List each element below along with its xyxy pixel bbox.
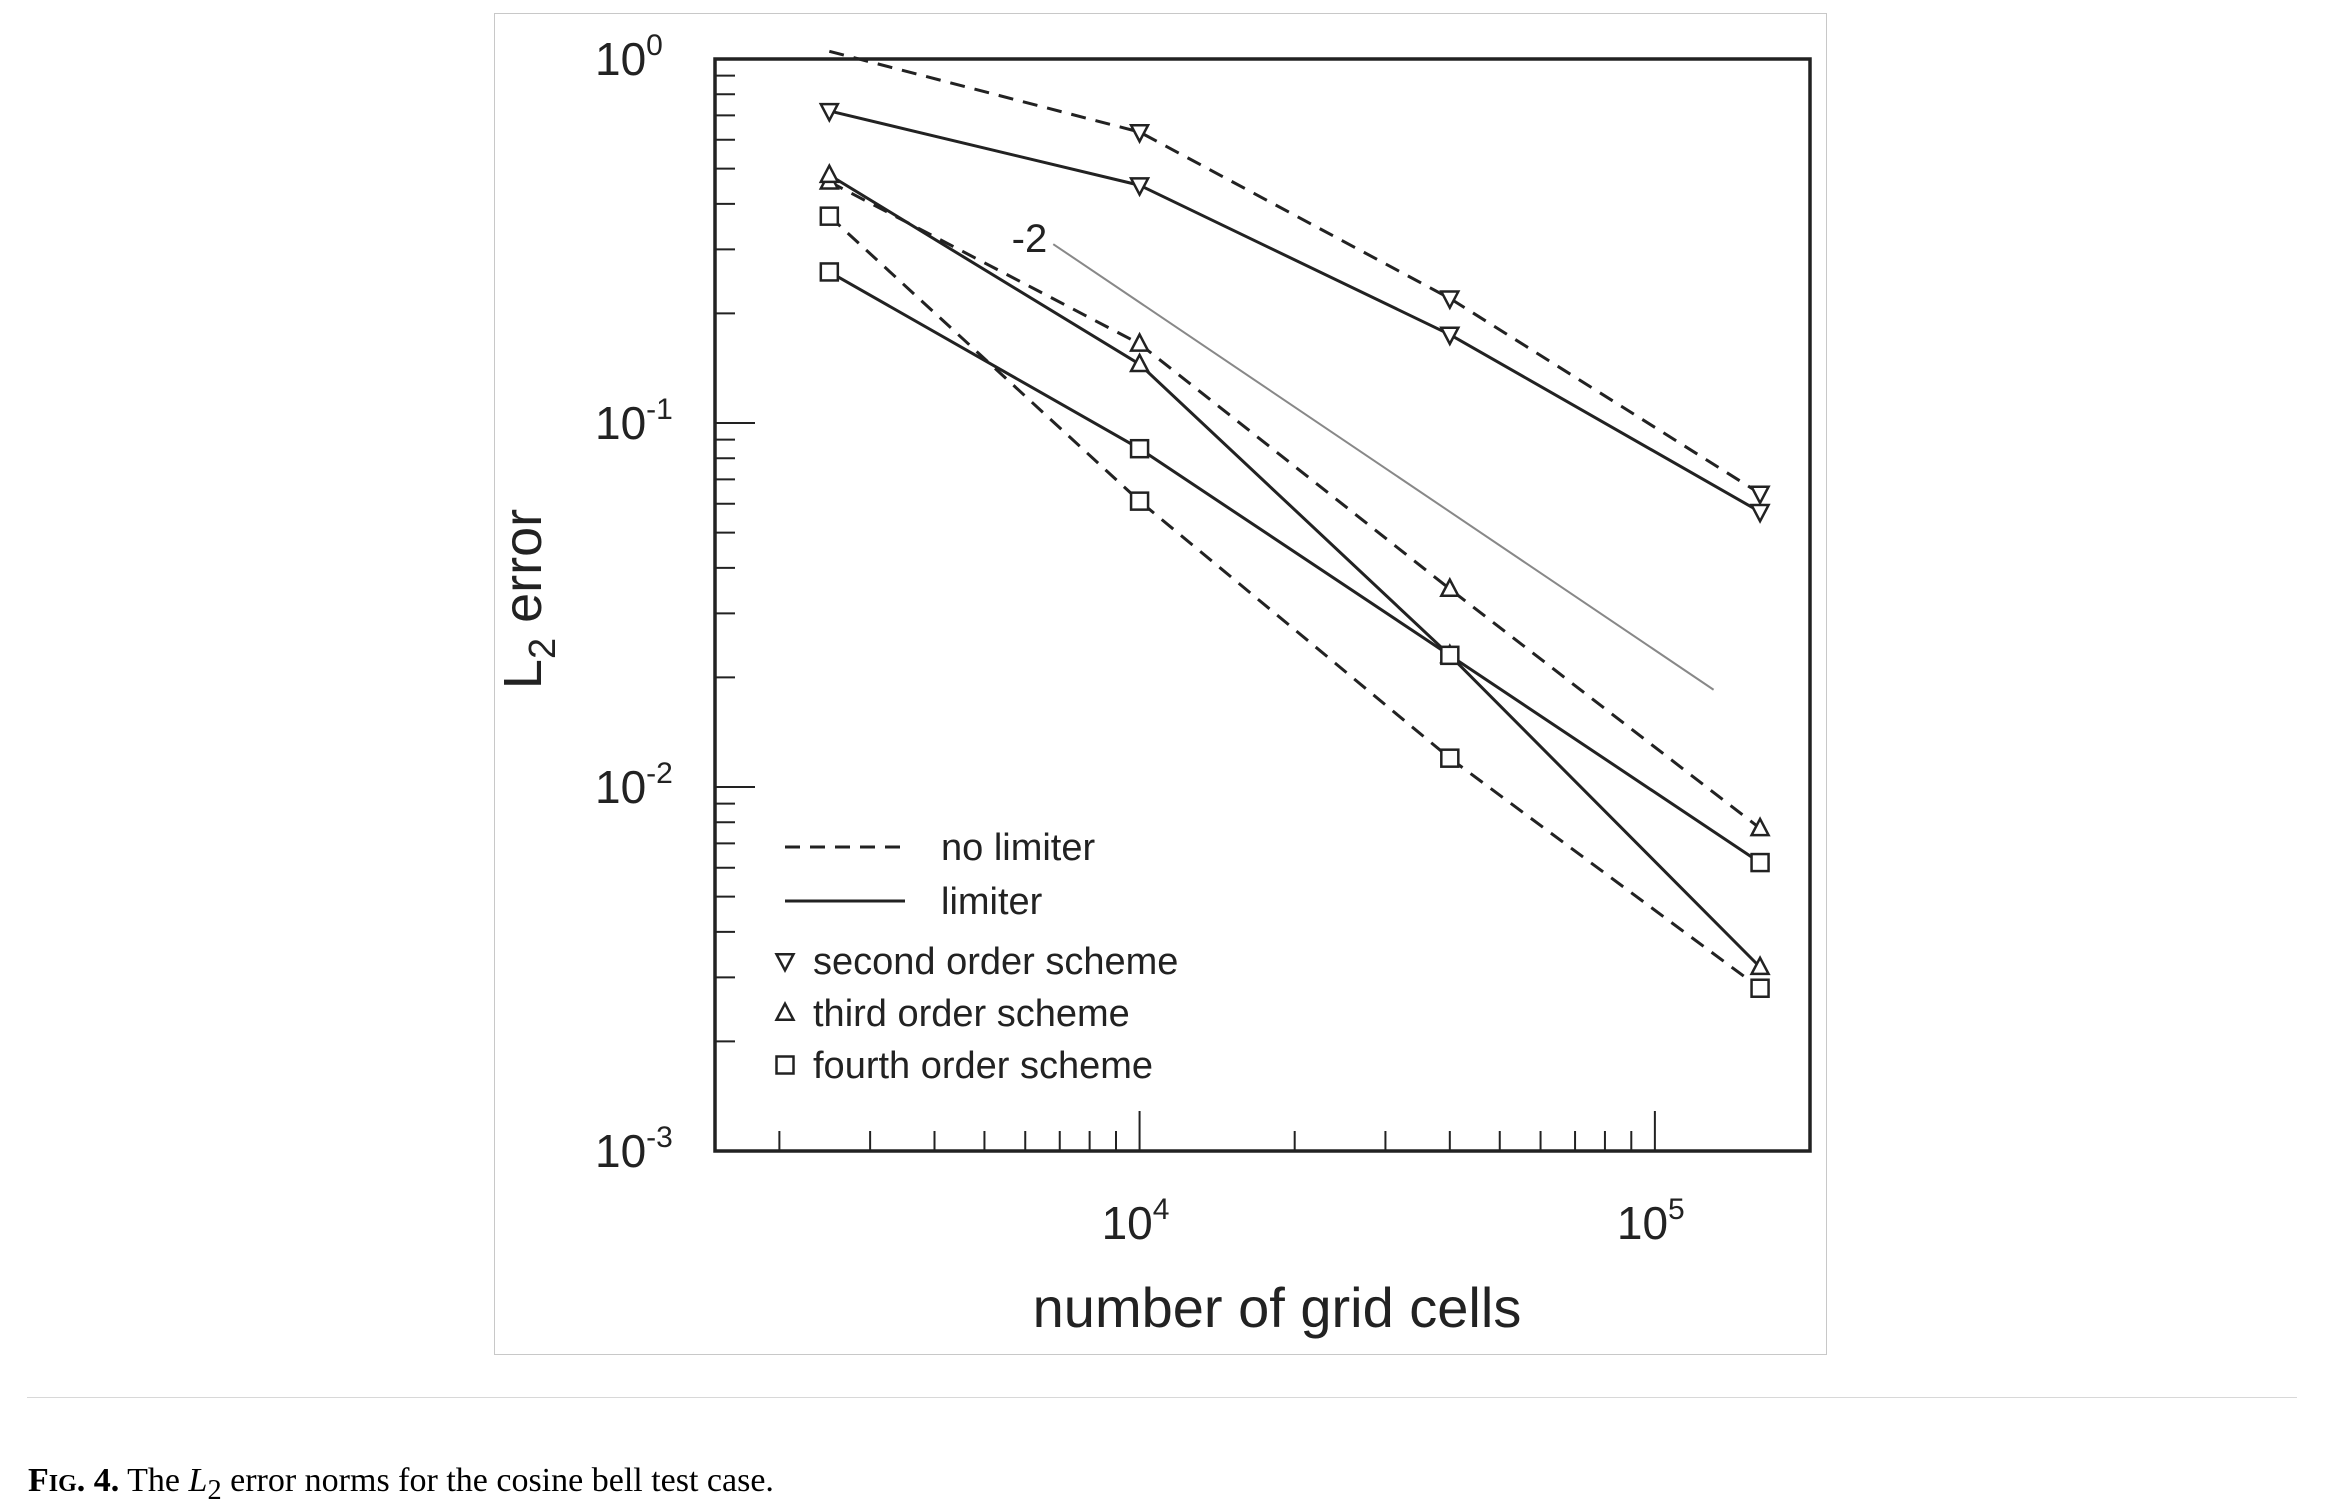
x-tick-label: 104 [1102, 1193, 1170, 1249]
legend-marker-triangle-up [774, 1000, 796, 1022]
x-axis-label: number of grid cells [1033, 1276, 1522, 1339]
data-markers [818, 102, 1771, 998]
data-point-triangle-down [1439, 326, 1461, 347]
y-tick-label: 10-3 [595, 1121, 673, 1177]
y-axis-label-sub: 2 [522, 638, 564, 659]
legend-marker-shape [774, 952, 796, 974]
y-tick-label-base: 10 [595, 1125, 646, 1177]
x-tick-label-exp: 4 [1153, 1193, 1170, 1226]
plot-frame [713, 57, 1812, 1153]
data-point-square [1750, 852, 1770, 873]
y-axis-label: L2 error [495, 509, 564, 689]
y-tick-label-base: 10 [595, 761, 646, 813]
series-dashed-square [828, 215, 1761, 990]
y-tick-label-exp: -3 [646, 1121, 673, 1154]
caption-math-sub: 2 [207, 1474, 222, 1506]
legend: no limiter limiter second order scheme t… [774, 827, 1178, 1087]
legend-marker-shape [775, 1055, 795, 1075]
series-solid-triangle-up [828, 173, 1762, 969]
figure-frame: 100 10-1 10-2 10-3 104 105 -2 number of grid … [494, 13, 1827, 1355]
y-tick-label-base: 10 [595, 397, 646, 449]
y-tick-label-exp: -2 [646, 757, 673, 790]
slope-annotation: -2 [1012, 217, 1715, 691]
data-point-triangle-down [1749, 485, 1771, 506]
legend-label-fourth-order: fourth order scheme [813, 1045, 1153, 1087]
data-series [828, 49, 1762, 990]
y-axis-label-base: L [495, 659, 553, 689]
caption-figure-number: 4. [93, 1462, 120, 1499]
data-point-triangle-down [1128, 177, 1151, 198]
legend-label-third-order: third order scheme [813, 993, 1130, 1035]
series-solid-square [828, 270, 1761, 864]
data-point-square [1440, 748, 1460, 768]
y-tick-label-exp: 0 [646, 29, 663, 62]
data-point-square [1750, 978, 1770, 998]
caption-divider [27, 1397, 2297, 1398]
caption-text-before: The [119, 1462, 189, 1499]
data-point-square [1440, 645, 1460, 666]
x-tick-label-base: 10 [1102, 1197, 1153, 1249]
data-point-triangle-up [1439, 576, 1461, 598]
series-dashed-triangle-down [828, 49, 1761, 495]
plot-axes [713, 57, 1812, 1153]
caption-text-after: error norms for the cosine bell test cas… [221, 1462, 774, 1499]
data-point-square [819, 206, 840, 226]
y-tick-label-exp: -1 [646, 393, 673, 426]
legend-marker-shape [774, 1000, 796, 1022]
x-tick-label: 105 [1617, 1193, 1685, 1249]
data-point-square [819, 262, 840, 282]
slope-label: -2 [1012, 217, 1048, 261]
data-point-square [1129, 438, 1150, 459]
data-point-triangle-down [1749, 503, 1771, 524]
data-point-triangle-up [1128, 331, 1151, 352]
y-tick-label: 100 [595, 29, 663, 85]
x-tick-label-base: 10 [1617, 1197, 1668, 1249]
caption-figure-label: Fig. [28, 1462, 86, 1499]
legend-marker-square [775, 1055, 795, 1075]
data-point-triangle-down [1128, 123, 1151, 145]
y-tick-label: 10-1 [595, 393, 673, 449]
data-point-triangle-up [1749, 955, 1771, 976]
legend-label-limiter: limiter [941, 881, 1043, 923]
data-point-triangle-up [818, 162, 840, 184]
data-point-triangle-up [1128, 352, 1151, 373]
y-axis-label-rest: error [495, 509, 553, 638]
figure-caption: Fig. 4. The L2 error norms for the cosin… [28, 1462, 774, 1507]
slope-line [1052, 243, 1715, 691]
legend-label-second-order: second order scheme [813, 941, 1178, 983]
series-solid-triangle-down [828, 109, 1761, 514]
data-point-triangle-down [1439, 290, 1461, 311]
series-dashed-triangle-up [828, 180, 1761, 830]
data-point-triangle-down [818, 102, 840, 123]
legend-marker-triangle-down [774, 952, 796, 974]
legend-label-no-limiter: no limiter [941, 827, 1095, 869]
caption-math-base: L [188, 1462, 208, 1499]
x-tick-label-exp: 5 [1668, 1193, 1685, 1226]
data-point-square [1129, 491, 1150, 511]
data-point-triangle-up [1749, 816, 1771, 837]
y-tick-label: 10-2 [595, 757, 673, 813]
y-tick-label-base: 10 [595, 33, 646, 85]
